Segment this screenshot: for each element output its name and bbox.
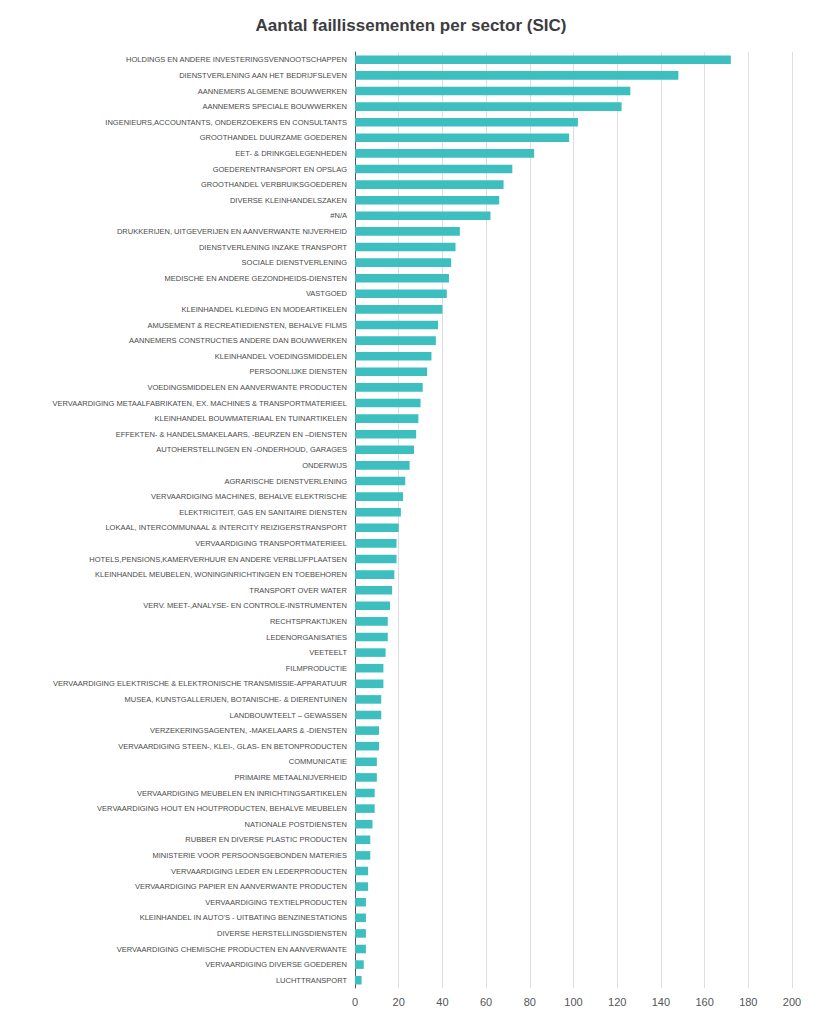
svg-text:DIENSTVERLENING INZAKE TRANSPO: DIENSTVERLENING INZAKE TRANSPORT: [199, 243, 348, 252]
svg-text:EFFEKTEN- & HANDELSMAKELAARS,: EFFEKTEN- & HANDELSMAKELAARS, -BEURZEN E…: [116, 430, 347, 439]
svg-text:MUSEA, KUNSTGALLERIJEN, BOTANI: MUSEA, KUNSTGALLERIJEN, BOTANISCHE- & DI…: [125, 695, 347, 704]
svg-text:EET- & DRINKGELEGENHEDEN: EET- & DRINKGELEGENHEDEN: [235, 149, 347, 158]
svg-text:LUCHTTRANSPORT: LUCHTTRANSPORT: [276, 976, 348, 985]
svg-text:VERVAARDIGING MEUBELEN EN INRI: VERVAARDIGING MEUBELEN EN INRICHTINGSART…: [137, 789, 347, 798]
svg-text:VOEDINGSMIDDELEN EN AANVERWANT: VOEDINGSMIDDELEN EN AANVERWANTE PRODUCTE…: [147, 383, 347, 392]
svg-text:VERV. MEET-,ANALYSE- EN CONTRO: VERV. MEET-,ANALYSE- EN CONTROLE-INSTRUM…: [143, 601, 347, 610]
svg-text:Aantal faillissementen per sec: Aantal faillissementen per sector (SIC): [256, 16, 567, 35]
svg-text:#N/A: #N/A: [330, 211, 347, 220]
svg-text:AANNEMERS ALGEMENE BOUWWERKEN: AANNEMERS ALGEMENE BOUWWERKEN: [198, 87, 347, 96]
svg-text:VERVAARDIGING TRANSPORTMATERIE: VERVAARDIGING TRANSPORTMATERIEEL: [195, 539, 347, 548]
svg-text:60: 60: [480, 996, 492, 1008]
svg-text:VERVAARDIGING STEEN-, KLEI-, G: VERVAARDIGING STEEN-, KLEI-, GLAS- EN BE…: [118, 742, 347, 751]
svg-text:FILMPRODUCTIE: FILMPRODUCTIE: [286, 664, 347, 673]
svg-text:RECHTSPRAKTIJKEN: RECHTSPRAKTIJKEN: [270, 617, 347, 626]
svg-text:0: 0: [352, 996, 358, 1008]
svg-text:VERVAARDIGING CHEMISCHE PRODUC: VERVAARDIGING CHEMISCHE PRODUCTEN EN AAN…: [117, 945, 347, 954]
svg-text:AMUSEMENT & RECREATIEDIENSTEN,: AMUSEMENT & RECREATIEDIENSTEN, BEHALVE F…: [147, 321, 347, 330]
svg-text:VERVAARDIGING METAALFABRIKATEN: VERVAARDIGING METAALFABRIKATEN, EX. MACH…: [52, 399, 347, 408]
svg-text:AUTOHERSTELLINGEN EN -ONDERHOU: AUTOHERSTELLINGEN EN -ONDERHOUD, GARAGES: [156, 445, 347, 454]
svg-text:120: 120: [608, 996, 626, 1008]
svg-text:200: 200: [783, 996, 801, 1008]
svg-text:HOLDINGS EN ANDERE INVESTERING: HOLDINGS EN ANDERE INVESTERINGSVENNOOTSC…: [126, 55, 347, 64]
svg-text:20: 20: [393, 996, 405, 1008]
svg-text:AGRARISCHE DIENSTVERLENING: AGRARISCHE DIENSTVERLENING: [224, 477, 347, 486]
svg-text:VERVAARDIGING DIVERSE GOEDEREN: VERVAARDIGING DIVERSE GOEDEREN: [205, 960, 347, 969]
svg-text:DRUKKERIJEN, UITGEVERIJEN EN A: DRUKKERIJEN, UITGEVERIJEN EN AANVERWANTE…: [117, 227, 348, 236]
svg-text:KLEINHANDEL IN AUTO'S - UITBAT: KLEINHANDEL IN AUTO'S - UITBATING BENZIN…: [140, 913, 347, 922]
svg-text:180: 180: [739, 996, 757, 1008]
svg-text:KLEINHANDEL VOEDINGSMIDDELEN: KLEINHANDEL VOEDINGSMIDDELEN: [215, 352, 347, 361]
svg-text:NATIONALE POSTDIENSTEN: NATIONALE POSTDIENSTEN: [245, 820, 347, 829]
svg-text:GROOTHANDEL DUURZAME GOEDEREN: GROOTHANDEL DUURZAME GOEDEREN: [200, 133, 347, 142]
svg-text:VERVAARDIGING MACHINES, BEHALV: VERVAARDIGING MACHINES, BEHALVE ELEKTRIS…: [151, 492, 347, 501]
svg-text:HOTELS,PENSIONS,KAMERVERHUUR E: HOTELS,PENSIONS,KAMERVERHUUR EN ANDERE V…: [89, 555, 347, 564]
svg-text:100: 100: [564, 996, 582, 1008]
svg-text:PRIMAIRE METAALNIJVERHEID: PRIMAIRE METAALNIJVERHEID: [235, 773, 348, 782]
svg-text:DIVERSE HERSTELLINGSDIENSTEN: DIVERSE HERSTELLINGSDIENSTEN: [217, 929, 347, 938]
svg-text:GROOTHANDEL VERBRUIKSGOEDEREN: GROOTHANDEL VERBRUIKSGOEDEREN: [201, 180, 347, 189]
svg-text:MINISTERIE VOOR PERSOONSGEBOND: MINISTERIE VOOR PERSOONSGEBONDEN MATERIE…: [153, 851, 347, 860]
svg-text:SOCIALE DIENSTVERLENING: SOCIALE DIENSTVERLENING: [242, 258, 348, 267]
svg-text:INGENIEURS,ACCOUNTANTS, ONDERZ: INGENIEURS,ACCOUNTANTS, ONDERZOEKERS EN …: [105, 118, 347, 127]
svg-text:MEDISCHE EN ANDERE GEZONDHEIDS: MEDISCHE EN ANDERE GEZONDHEIDS-DIENSTEN: [164, 274, 347, 283]
svg-text:AANNEMERS CONSTRUCTIES ANDERE: AANNEMERS CONSTRUCTIES ANDERE DAN BOUWWE…: [129, 336, 347, 345]
svg-text:RUBBER EN DIVERSE PLASTIC PROD: RUBBER EN DIVERSE PLASTIC PRODUCTEN: [185, 835, 347, 844]
svg-text:KLEINHANDEL MEUBELEN, WONINGIN: KLEINHANDEL MEUBELEN, WONINGINRICHTINGEN…: [95, 570, 347, 579]
svg-text:80: 80: [524, 996, 536, 1008]
svg-text:PERSOONLIJKE DIENSTEN: PERSOONLIJKE DIENSTEN: [249, 367, 347, 376]
svg-text:GOEDERENTRANSPORT EN OPSLAG: GOEDERENTRANSPORT EN OPSLAG: [213, 165, 348, 174]
svg-text:LEDENORGANISATIES: LEDENORGANISATIES: [266, 633, 347, 642]
svg-text:DIVERSE KLEINHANDELSZAKEN: DIVERSE KLEINHANDELSZAKEN: [230, 196, 347, 205]
svg-text:ELEKTRICITEIT, GAS EN SANITAIR: ELEKTRICITEIT, GAS EN SANITAIRE DIENSTEN: [179, 508, 347, 517]
svg-text:VERVAARDIGING TEXTIELPRODUCTEN: VERVAARDIGING TEXTIELPRODUCTEN: [205, 898, 347, 907]
svg-text:VERVAARDIGING HOUT EN HOUTPROD: VERVAARDIGING HOUT EN HOUTPRODUCTEN, BEH…: [97, 804, 347, 813]
svg-text:AANNEMERS SPECIALE BOUWWERKEN: AANNEMERS SPECIALE BOUWWERKEN: [202, 102, 347, 111]
svg-text:COMMUNICATIE: COMMUNICATIE: [289, 757, 347, 766]
svg-text:VASTGOED: VASTGOED: [306, 289, 348, 298]
svg-text:ONDERWIJS: ONDERWIJS: [302, 461, 347, 470]
svg-text:40: 40: [436, 996, 448, 1008]
svg-text:LOKAAL, INTERCOMMUNAAL & INTER: LOKAAL, INTERCOMMUNAAL & INTERCITY REIZI…: [105, 523, 347, 532]
svg-text:TRANSPORT OVER WATER: TRANSPORT OVER WATER: [249, 586, 347, 595]
svg-text:VERVAARDIGING PAPIER EN AANVER: VERVAARDIGING PAPIER EN AANVERWANTE PROD…: [135, 882, 347, 891]
svg-text:DIENSTVERLENING AAN HET BEDRIJ: DIENSTVERLENING AAN HET BEDRIJFSLEVEN: [179, 71, 347, 80]
svg-text:VEETEELT: VEETEELT: [309, 648, 347, 657]
svg-text:LANDBOUWTEELT – GEWASSEN: LANDBOUWTEELT – GEWASSEN: [230, 711, 347, 720]
svg-text:VERVAARDIGING ELEKTRISCHE & EL: VERVAARDIGING ELEKTRISCHE & ELEKTRONISCH…: [53, 679, 348, 688]
svg-text:160: 160: [695, 996, 713, 1008]
svg-text:VERVAARDIGING LEDER EN LEDERPR: VERVAARDIGING LEDER EN LEDERPRODUCTEN: [171, 867, 347, 876]
svg-text:KLEINHANDEL KLEDING EN MODEART: KLEINHANDEL KLEDING EN MODEARTIKELEN: [182, 305, 347, 314]
svg-text:140: 140: [652, 996, 670, 1008]
svg-text:KLEINHANDEL BOUWMATERIAAL EN T: KLEINHANDEL BOUWMATERIAAL EN TUINARTIKEL…: [155, 414, 347, 423]
svg-text:VERZEKERINGSAGENTEN, -MAKELAAR: VERZEKERINGSAGENTEN, -MAKELAARS & -DIENS…: [150, 726, 347, 735]
